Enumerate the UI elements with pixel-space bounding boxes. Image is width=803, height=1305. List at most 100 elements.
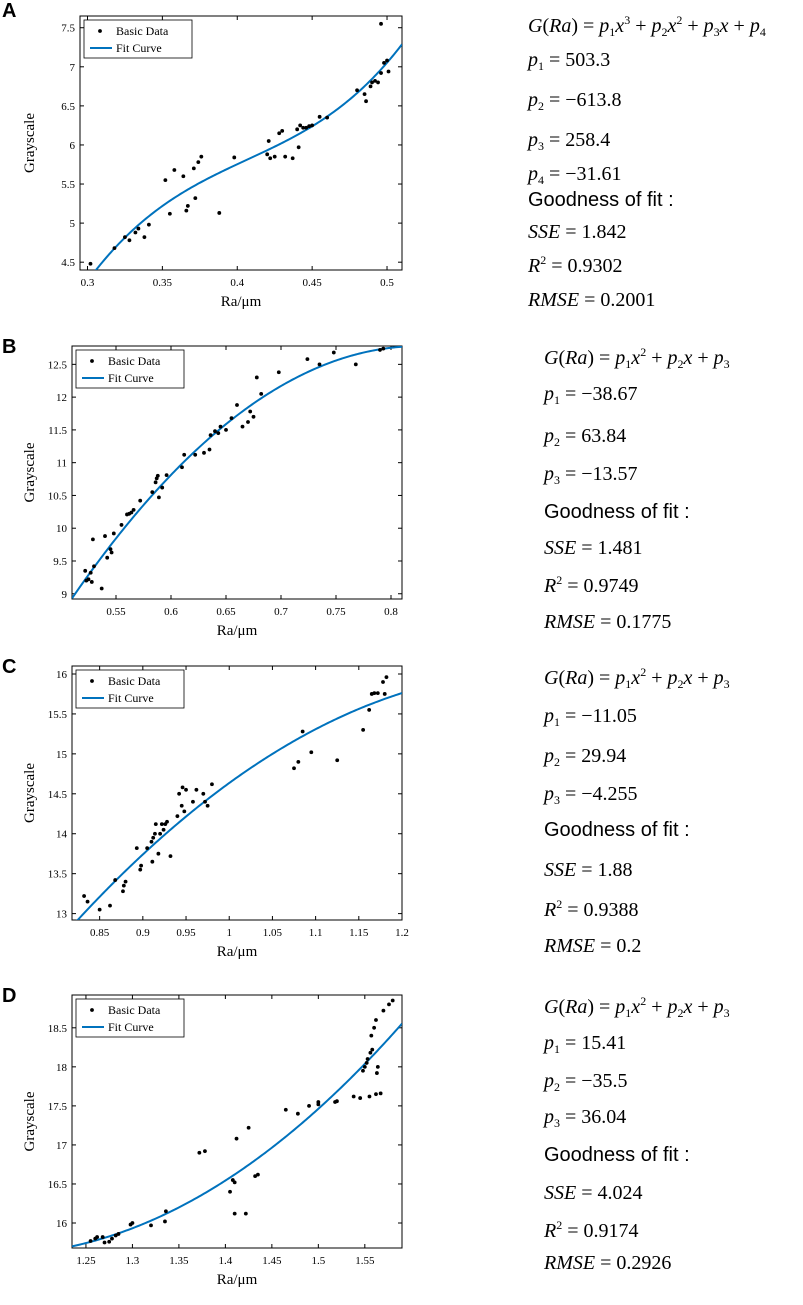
- data-point: [136, 226, 141, 231]
- coef-p2: p2 = 29.94: [544, 745, 627, 769]
- data-point: [121, 883, 126, 888]
- data-point: [182, 809, 187, 814]
- sse-value: SSE = 1.842: [528, 221, 627, 243]
- data-point: [290, 156, 295, 161]
- data-point: [155, 473, 160, 478]
- x-axis-label: Ra/μm: [217, 1272, 258, 1288]
- coef-p2: p2 = 63.84: [544, 425, 627, 449]
- x-tick-label: 0.35: [153, 277, 173, 289]
- legend-box: [75, 349, 185, 389]
- legend-box: [83, 19, 193, 59]
- data-point: [201, 791, 206, 796]
- data-point: [373, 78, 377, 83]
- data-point: [232, 1180, 237, 1185]
- data-point: [378, 1091, 383, 1096]
- data-point: [88, 570, 93, 575]
- data-point: [85, 899, 90, 904]
- legend-marker-points: [90, 1008, 94, 1012]
- data-point: [203, 1149, 207, 1154]
- data-point: [110, 1236, 114, 1241]
- data-point: [168, 854, 173, 859]
- y-tick-label: 14: [56, 829, 68, 841]
- data-point: [381, 1008, 386, 1013]
- x-tick-label: 0.65: [216, 606, 236, 618]
- data-point: [367, 1094, 372, 1099]
- data-point: [197, 1150, 202, 1155]
- y-tick-label: 11: [56, 458, 67, 470]
- data-point: [163, 1219, 167, 1224]
- r2-value: R2 = 0.9174: [544, 1218, 639, 1242]
- data-point: [372, 1025, 377, 1030]
- data-point: [381, 680, 385, 684]
- data-point: [157, 495, 161, 500]
- data-point: [295, 127, 300, 132]
- data-point: [153, 480, 158, 485]
- sse-value: SSE = 1.88: [544, 859, 633, 881]
- data-point: [379, 21, 383, 26]
- data-point: [268, 156, 273, 161]
- data-point: [335, 1099, 339, 1104]
- data-point: [180, 785, 185, 790]
- data-point: [368, 84, 373, 89]
- data-point: [108, 547, 113, 552]
- rmse-value: RMSE = 0.2926: [544, 1252, 672, 1274]
- data-point: [184, 208, 189, 213]
- data-point: [83, 568, 88, 573]
- data-point: [382, 60, 386, 65]
- data-point: [374, 1018, 378, 1022]
- coef-p3: p3 = 36.04: [544, 1106, 627, 1130]
- legend-label-data: Basic Data: [108, 674, 161, 688]
- data-point: [355, 88, 359, 93]
- panel-c: C 0.85 0.9 0.95 1 1.05 1.1 1.15 1.2 13 13.5 14 14.5…: [0, 656, 803, 976]
- data-point: [317, 114, 322, 119]
- x-axis-label: Ra/μm: [221, 294, 262, 310]
- fit-curve: [72, 346, 402, 599]
- data-point: [353, 362, 358, 367]
- coef-p1: p1 = 15.41: [544, 1032, 627, 1056]
- data-point: [234, 1136, 239, 1141]
- data-point: [251, 414, 256, 419]
- model-equation: G(Ra) = p1x2 + p2x + p3: [544, 345, 730, 371]
- legend-label-data: Basic Data: [116, 24, 169, 38]
- data-point: [151, 835, 156, 840]
- data-point: [196, 160, 201, 165]
- x-tick-label: 0.85: [90, 927, 110, 939]
- data-point: [325, 115, 330, 120]
- x-axis-label: Ra/μm: [217, 944, 258, 960]
- data-point: [138, 498, 143, 503]
- y-tick-label: 9.5: [53, 556, 67, 568]
- legend-box: [75, 998, 185, 1038]
- data-point: [92, 564, 96, 569]
- data-point: [193, 196, 198, 200]
- y-axis-label: Grayscale: [22, 442, 38, 502]
- gof-label: Goodness of fit :: [544, 819, 690, 841]
- data-point: [156, 851, 161, 856]
- panel-label: A: [2, 0, 17, 22]
- data-point: [246, 420, 250, 424]
- panel-label: C: [2, 656, 17, 678]
- data-point: [103, 534, 107, 538]
- data-point: [181, 174, 186, 179]
- x-tick-label: 1.05: [263, 927, 283, 939]
- x-tick-label: 1.55: [355, 1255, 375, 1267]
- y-tick-label: 17: [56, 1140, 68, 1152]
- data-point: [88, 261, 93, 266]
- y-tick-label: 13.5: [48, 869, 68, 881]
- data-point: [367, 708, 372, 712]
- data-point: [97, 907, 102, 912]
- r2-value: R2 = 0.9388: [544, 897, 639, 921]
- data-point: [165, 819, 169, 824]
- data-point: [317, 362, 322, 367]
- data-point: [102, 1240, 107, 1245]
- coef-p2: p2 = −613.8: [528, 89, 622, 113]
- model-equation: G(Ra) = p1x2 + p2x + p3: [544, 994, 730, 1020]
- data-point: [228, 1189, 232, 1194]
- r2-value: R2 = 0.9749: [544, 573, 639, 597]
- data-point: [185, 204, 190, 208]
- data-point: [235, 403, 239, 407]
- data-point: [216, 431, 221, 436]
- data-point: [179, 803, 184, 808]
- data-point: [298, 123, 303, 128]
- data-point: [116, 1232, 121, 1236]
- sse-value: SSE = 4.024: [544, 1182, 643, 1204]
